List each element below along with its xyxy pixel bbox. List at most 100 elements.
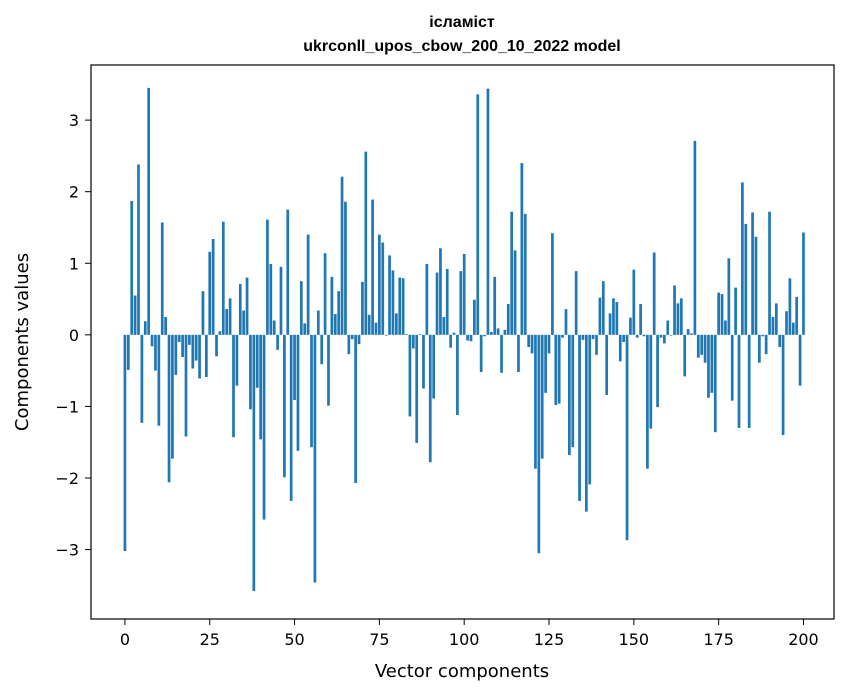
bar-197: [791, 322, 795, 335]
bar-24: [204, 334, 208, 378]
x-axis-ticks: 0 25 50 75 100 125 150 175 200: [120, 619, 819, 649]
bar-11: [160, 222, 164, 335]
bar-78: [388, 255, 391, 335]
bar-150: [632, 269, 636, 335]
bar-36: [245, 277, 249, 335]
x-tick-label: 150: [619, 630, 650, 649]
bar-116: [517, 334, 520, 373]
bar-175: [717, 292, 720, 335]
bar-178: [727, 258, 731, 335]
bar-67: [350, 334, 354, 340]
bar-148: [625, 334, 629, 541]
bar-162: [673, 285, 676, 335]
bar-88: [422, 334, 425, 389]
bar-80: [394, 313, 398, 335]
bar-76: [381, 242, 385, 335]
bar-55: [310, 334, 313, 448]
y-tick-label: 2: [69, 183, 79, 202]
bar-198: [795, 296, 799, 335]
bar-32: [232, 334, 235, 438]
bar-156: [652, 252, 656, 335]
bar-112: [503, 329, 507, 335]
x-tick-label: 25: [200, 630, 220, 649]
bar-96: [449, 334, 452, 348]
bar-137: [588, 334, 592, 485]
bar-133: [574, 271, 578, 335]
bar-200: [802, 232, 805, 335]
bar-10: [157, 334, 161, 426]
bar-180: [734, 287, 737, 335]
bar-39: [255, 334, 259, 388]
bar-130: [564, 309, 568, 335]
bar-141: [601, 281, 605, 335]
bar-83: [405, 334, 408, 335]
bar-79: [391, 270, 395, 335]
bar-181: [737, 334, 741, 428]
bar-124: [544, 334, 547, 393]
bar-143: [608, 313, 612, 335]
bar-99: [459, 271, 463, 335]
bar-97: [452, 332, 456, 335]
bar-122: [537, 334, 541, 554]
x-tick-label: 0: [120, 630, 130, 649]
bar-132: [571, 334, 575, 448]
bar-59: [323, 253, 327, 335]
bar-177: [724, 320, 727, 335]
bar-153: [642, 334, 646, 337]
bar-84: [408, 334, 412, 417]
bar-54: [306, 234, 310, 335]
bar-127: [554, 334, 558, 405]
bar-183: [744, 223, 748, 335]
bar-174: [713, 334, 717, 433]
bar-4: [137, 164, 140, 335]
bar-187: [758, 334, 761, 363]
bar-42: [266, 219, 269, 335]
y-tick-label: −2: [55, 469, 79, 488]
bar-155: [649, 334, 653, 429]
bar-120: [530, 334, 534, 354]
x-tick-label: 75: [369, 630, 389, 649]
x-axis-label: Vector components: [375, 661, 549, 682]
bar-51: [296, 334, 300, 451]
bar-92: [435, 272, 439, 335]
bar-195: [785, 311, 788, 335]
bar-86: [415, 334, 419, 443]
bar-119: [527, 334, 531, 348]
bar-98: [456, 334, 459, 416]
bar-66: [347, 334, 351, 355]
bar-164: [679, 298, 683, 335]
bar-41: [262, 334, 266, 520]
chart-title-line1: ісламіст: [429, 14, 495, 31]
x-tick-label: 125: [534, 630, 565, 649]
bar-125: [547, 334, 551, 354]
bar-147: [622, 334, 626, 342]
y-tick-label: −3: [55, 541, 79, 560]
bar-110: [496, 328, 500, 335]
y-tick-label: 3: [69, 111, 79, 130]
bar-109: [493, 276, 497, 335]
x-tick-label: 100: [449, 630, 480, 649]
bar-192: [774, 303, 778, 335]
bar-179: [730, 334, 734, 401]
bar-19: [188, 334, 191, 345]
y-axis-label: Components values: [12, 253, 33, 431]
bar-172: [707, 334, 710, 398]
bar-189: [764, 334, 768, 355]
bar-152: [639, 304, 642, 335]
bar-121: [534, 334, 537, 469]
bar-173: [710, 334, 714, 393]
bar-35: [242, 310, 246, 335]
bar-49: [289, 334, 293, 501]
plot-frame: [90, 64, 835, 620]
bar-20: [191, 334, 195, 369]
bar-196: [788, 278, 792, 335]
bar-106: [483, 334, 486, 337]
bar-1: [126, 334, 130, 370]
bar-61: [330, 276, 334, 335]
bar-160: [666, 320, 670, 335]
bar-64: [340, 176, 344, 335]
bar-31: [228, 298, 232, 335]
bar-158: [659, 334, 663, 338]
bar-138: [591, 334, 595, 340]
